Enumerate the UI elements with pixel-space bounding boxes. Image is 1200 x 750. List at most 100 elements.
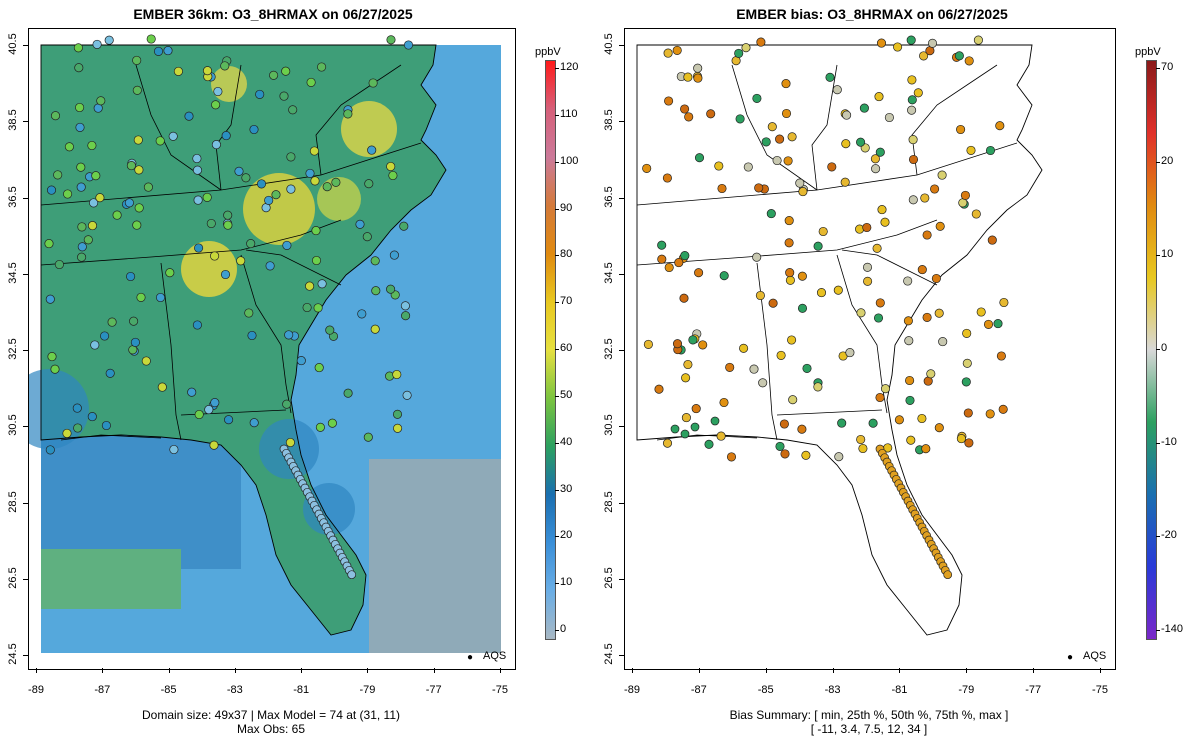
y-tick-label: 40.5 xyxy=(7,33,19,55)
bias-site-dot xyxy=(741,43,751,53)
bias-site-dot xyxy=(905,395,915,405)
state-boundary xyxy=(40,142,422,206)
x-tick-mark xyxy=(632,668,633,673)
bias-site-dot xyxy=(956,434,966,444)
bias-site-dot xyxy=(917,265,927,275)
state-boundary xyxy=(811,64,838,191)
y-tick-label: 38.5 xyxy=(7,109,19,131)
obs-site-dot xyxy=(399,221,409,231)
obs-site-dot xyxy=(401,311,411,321)
obs-site-dot xyxy=(224,415,234,425)
y-tick-label: 32.5 xyxy=(7,338,19,360)
obs-site-dot xyxy=(223,220,233,230)
x-tick-mark xyxy=(832,668,834,673)
x-tick-mark xyxy=(102,668,104,673)
state-boundary xyxy=(911,64,998,176)
x-tick-label: -75 xyxy=(1092,684,1108,696)
obs-site-dot xyxy=(87,221,98,231)
bias-site-dot xyxy=(688,335,698,345)
obs-site-dot xyxy=(169,444,179,455)
obs-site-dot xyxy=(73,423,83,433)
obs-site-dot xyxy=(173,66,183,76)
obs-site-dot xyxy=(223,210,233,220)
ozone-hotspot xyxy=(243,173,315,245)
bias-site-dot xyxy=(680,429,690,439)
bias-site-dot xyxy=(787,132,797,142)
bias-site-dot xyxy=(905,375,915,386)
obs-site-dot xyxy=(134,203,144,213)
gulf-field xyxy=(41,429,241,569)
colorbar-tick-label: 20 xyxy=(1161,154,1174,167)
obs-site-dot xyxy=(75,102,85,113)
bias-site-dot xyxy=(752,252,762,262)
obs-site-dot xyxy=(370,324,380,334)
obs-site-dot xyxy=(77,222,87,232)
colorbar-tick-label: 50 xyxy=(560,388,573,401)
obs-site-dot xyxy=(213,86,223,97)
bias-site-dot xyxy=(935,221,945,231)
bias-site-dot xyxy=(672,339,683,349)
x-tick-label: -89 xyxy=(28,684,44,696)
x-tick-label: -85 xyxy=(160,684,177,696)
obs-site-dot xyxy=(388,170,398,181)
bias-site-dot xyxy=(681,413,691,423)
obs-site-dot xyxy=(44,239,54,249)
bias-site-dot xyxy=(863,276,873,286)
obs-site-dot xyxy=(96,96,106,106)
bias-site-dot xyxy=(710,416,720,426)
obs-site-dot xyxy=(89,198,99,208)
bias-site-dot xyxy=(766,209,776,219)
bias-site-dot xyxy=(907,105,917,115)
obs-site-dot xyxy=(279,91,289,101)
obs-site-dot xyxy=(370,256,380,266)
state-boundary xyxy=(656,434,758,441)
bias-site-dot xyxy=(862,222,872,233)
x-tick-label: -83 xyxy=(226,684,243,696)
bias-site-dot xyxy=(755,290,765,301)
colorbar-tick-mark xyxy=(555,442,559,444)
bias-site-dot xyxy=(840,177,850,187)
obs-site-dot xyxy=(386,35,396,45)
bias-site-dot xyxy=(963,408,973,418)
bias-site-dot xyxy=(904,336,914,346)
bias-site-dot xyxy=(934,423,944,433)
bias-site-dot xyxy=(758,378,768,388)
x-tick-mark xyxy=(36,668,37,673)
state-boundary xyxy=(636,219,938,266)
obs-site-dot xyxy=(244,308,254,318)
y-tick-mark xyxy=(23,197,28,199)
bias-site-dot xyxy=(735,114,745,124)
obs-site-dot xyxy=(315,422,325,432)
obs-site-dot xyxy=(305,168,315,178)
obs-site-dot xyxy=(306,77,316,87)
obs-site-dot xyxy=(246,239,256,249)
colorbar-tick-mark xyxy=(555,161,559,163)
bias-site-dot xyxy=(768,298,778,308)
bias-site-dot xyxy=(704,439,714,449)
obs-site-dot xyxy=(386,284,396,294)
ozone-hotspot xyxy=(341,101,397,157)
bias-site-dot xyxy=(797,271,807,281)
obs-site-dot xyxy=(45,445,55,455)
low-ozone-field xyxy=(369,459,501,653)
bias-site-dot xyxy=(780,449,790,459)
bias-site-dot xyxy=(930,184,940,194)
x-tick-mark xyxy=(433,668,435,673)
bias-site-dot xyxy=(785,268,795,278)
obs-site-dot xyxy=(221,131,231,141)
colorbar-tick-mark xyxy=(555,255,559,257)
obs-site-dot xyxy=(126,161,136,171)
obs-site-dot xyxy=(288,105,298,115)
y-tick-mark xyxy=(619,273,624,275)
obs-site-dot xyxy=(309,146,319,156)
obs-site-dot xyxy=(64,142,74,152)
left-footer-maxobs: Max Obs: 65 xyxy=(236,722,306,736)
bias-site-dot xyxy=(781,79,791,89)
state-boundary xyxy=(160,262,182,441)
y-tick-mark xyxy=(619,655,624,656)
y-tick-mark xyxy=(619,578,624,580)
bias-site-dot xyxy=(775,134,785,144)
bias-site-dot xyxy=(908,195,918,205)
obs-site-dot xyxy=(331,177,341,187)
obs-site-dot xyxy=(126,271,136,282)
